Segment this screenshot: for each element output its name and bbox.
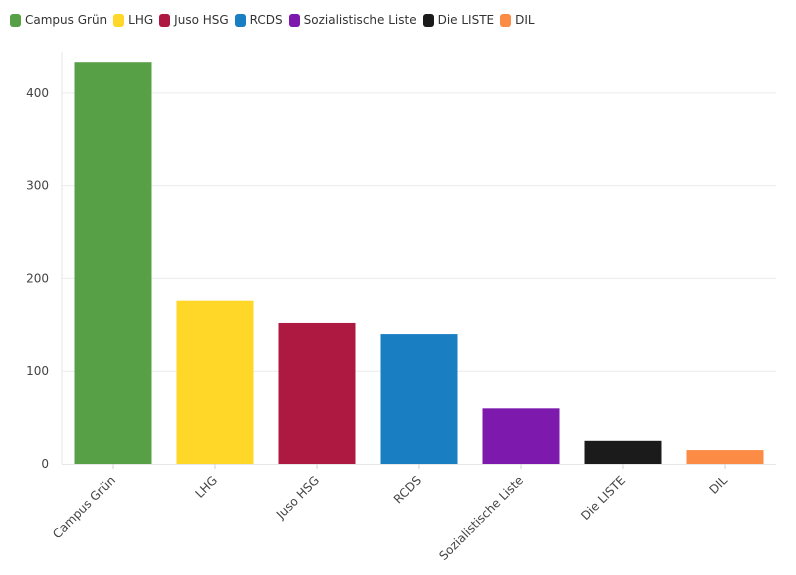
legend-label: Juso HSG xyxy=(174,13,229,27)
legend-swatch xyxy=(500,13,512,27)
legend-swatch xyxy=(288,13,300,27)
gridlines xyxy=(62,92,776,372)
legend-item-sozialistische-liste[interactable]: Sozialistische Liste xyxy=(288,12,417,28)
y-tick-label: 200 xyxy=(26,271,49,285)
bar[interactable] xyxy=(74,62,152,464)
x-tick-label: RCDS xyxy=(391,473,424,506)
bar[interactable] xyxy=(584,440,662,464)
legend-swatch xyxy=(422,13,434,27)
chart-legend: Campus Grün LHG Juso HSG RCDS Sozialisti… xyxy=(10,11,541,29)
bar[interactable] xyxy=(176,300,254,464)
y-tick-label: 300 xyxy=(26,179,49,193)
bar[interactable] xyxy=(482,408,560,464)
x-axis-ticks: Campus Grün LHG Juso HSG RCDS Sozialistische… xyxy=(50,464,730,563)
legend-swatch xyxy=(159,13,171,27)
y-axis-ticks: 0 100 200 300 400 xyxy=(26,86,49,471)
x-tick-label: DIL xyxy=(706,473,730,497)
legend-label: DIL xyxy=(515,13,535,27)
legend-item-dil[interactable]: DIL xyxy=(500,12,535,28)
legend-label: RCDS xyxy=(249,13,283,27)
x-tick-label: Sozialistische Liste xyxy=(436,473,526,563)
x-tick-label: Die LISTE xyxy=(578,473,628,523)
bar[interactable] xyxy=(278,322,356,464)
y-tick-label: 0 xyxy=(41,457,49,471)
legend-swatch xyxy=(113,13,125,27)
x-tick-label: Campus Grün xyxy=(50,473,118,541)
legend-item-lhg[interactable]: LHG xyxy=(113,12,153,28)
legend-item-juso-hsg[interactable]: Juso HSG xyxy=(159,12,229,28)
x-tick-label: LHG xyxy=(193,473,221,501)
legend-swatch xyxy=(10,13,21,27)
legend-label: Sozialistische Liste xyxy=(303,13,417,27)
legend-item-die-liste[interactable]: Die LISTE xyxy=(422,12,495,28)
legend-item-campus-gruen[interactable]: Campus Grün xyxy=(10,12,107,28)
legend-item-rcds[interactable]: RCDS xyxy=(234,12,283,28)
bars xyxy=(74,62,764,464)
bar[interactable] xyxy=(380,334,458,464)
legend-label: Die LISTE xyxy=(437,13,495,27)
legend-label: Campus Grün xyxy=(25,13,108,27)
legend-swatch xyxy=(234,13,246,27)
bar[interactable] xyxy=(686,450,764,464)
legend-label: LHG xyxy=(128,13,154,27)
y-tick-label: 100 xyxy=(26,364,49,378)
x-tick-label: Juso HSG xyxy=(273,473,322,522)
y-tick-label: 400 xyxy=(26,86,49,100)
